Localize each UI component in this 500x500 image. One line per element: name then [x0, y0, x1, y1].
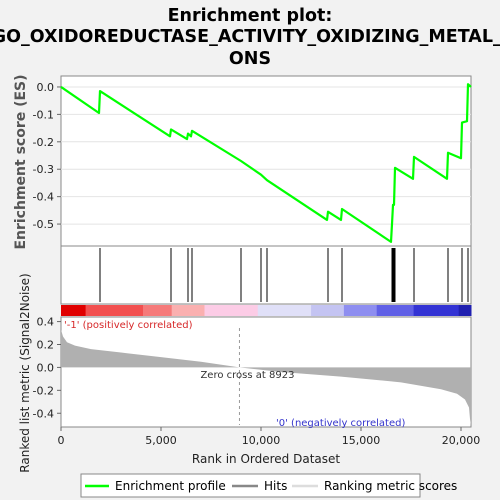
- title-line-2: GO_OXIDOREDUCTASE_ACTIVITY_OXIDIZING_MET…: [0, 27, 500, 47]
- legend-item-ranking: Ranking metric scores: [324, 479, 457, 493]
- es-tick-label: -0.2: [33, 136, 54, 149]
- color-bar-segment: [459, 305, 472, 316]
- x-tick-label: 15,000: [342, 434, 381, 447]
- metric-tick-label: -0.4: [33, 407, 54, 420]
- x-tick-label: 5,000: [145, 434, 177, 447]
- metric-tick-label: 0.2: [37, 339, 55, 352]
- metric-y-axis-label: Ranked list metric (Signal2Noise): [18, 273, 32, 472]
- color-bar-segment: [205, 305, 259, 316]
- color-bar-segment: [414, 305, 460, 316]
- positive-correlation-label: '-1' (positively correlated): [64, 320, 193, 331]
- enrichment-panel: [61, 76, 471, 246]
- legend-item-hits: Hits: [264, 479, 287, 493]
- es-tick-label: -0.4: [33, 191, 54, 204]
- enrichment-y-axis-label: Enrichment score (ES): [13, 74, 29, 249]
- color-bar-segment: [344, 305, 377, 316]
- x-tick-label: 20,000: [442, 434, 481, 447]
- color-bar-segment: [377, 305, 414, 316]
- negative-correlation-label: '0' (negatively correlated): [276, 418, 405, 429]
- hits-panel: [61, 246, 471, 304]
- color-bar-segment: [86, 305, 144, 316]
- legend-item-enrichment: Enrichment profile: [115, 479, 226, 493]
- x-axis-label: Rank in Ordered Dataset: [192, 452, 340, 466]
- legend: Enrichment profile Hits Ranking metric s…: [81, 474, 457, 497]
- x-tick-label: 10,000: [242, 434, 281, 447]
- enrichment-y-ticks: 0.0 -0.1 -0.2 -0.3 -0.4 -0.5: [33, 81, 61, 231]
- es-tick-label: -0.1: [33, 108, 54, 121]
- es-tick-label: -0.5: [33, 218, 54, 231]
- zero-cross-label: Zero cross at 8923: [200, 370, 294, 381]
- color-bar-segment: [143, 305, 172, 316]
- color-bar-segment: [311, 305, 344, 316]
- title-line-3: ONS: [229, 49, 271, 69]
- metric-tick-label: 0.4: [37, 316, 55, 329]
- es-tick-label: 0.0: [37, 81, 55, 94]
- es-tick-label: -0.3: [33, 163, 54, 176]
- metric-tick-label: 0.0: [37, 361, 55, 374]
- color-bar-segment: [258, 305, 312, 316]
- rank-color-bar: [61, 305, 472, 316]
- title-line-1: Enrichment plot:: [168, 6, 333, 26]
- color-bar-segment: [172, 305, 205, 316]
- color-bar-segment: [61, 305, 86, 316]
- x-tick-label: 0: [58, 434, 65, 447]
- metric-x-ticks: 0 5,000 10,000 15,000 20,000: [58, 427, 481, 447]
- metric-y-ticks: 0.4 0.2 0.0 -0.2 -0.4: [33, 316, 61, 421]
- metric-tick-label: -0.2: [33, 384, 54, 397]
